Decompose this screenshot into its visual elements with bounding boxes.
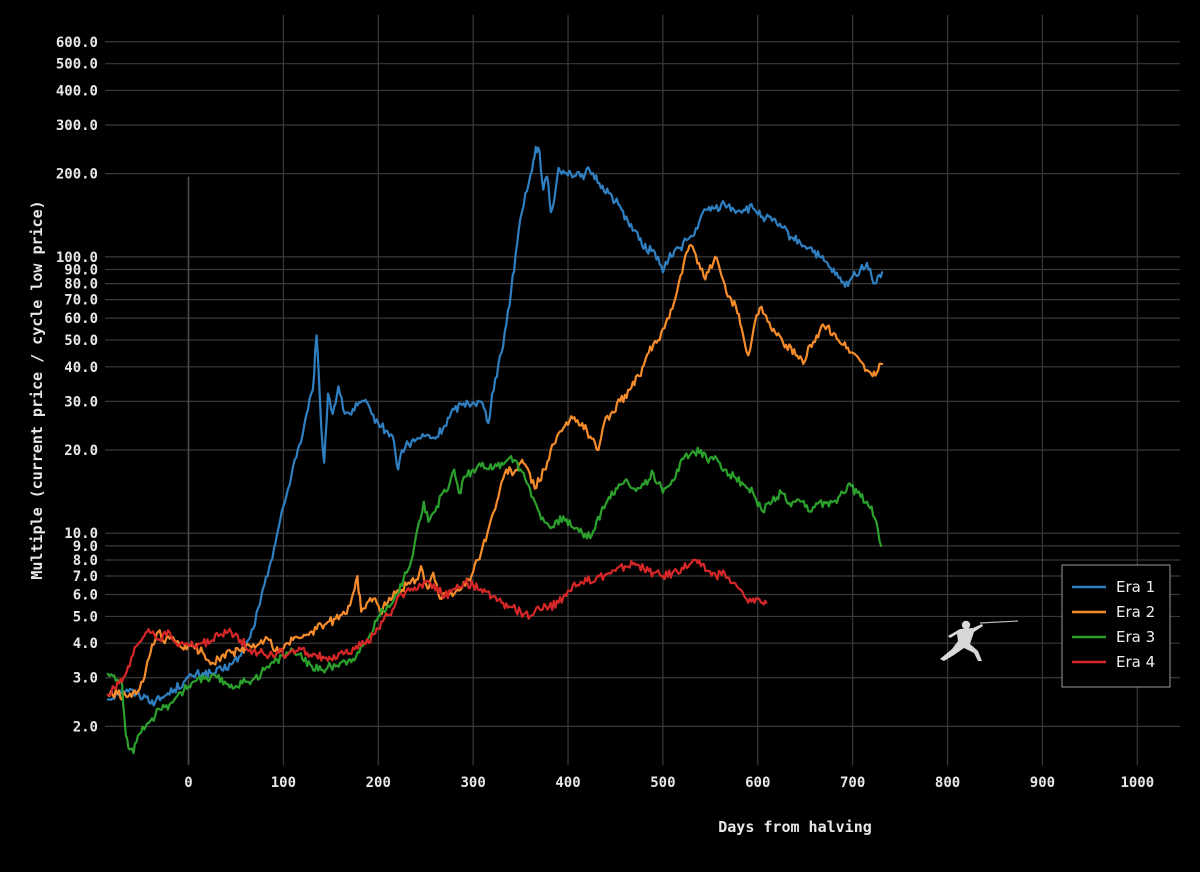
legend-entry[interactable]: Era 2	[1116, 603, 1155, 621]
x-tick-label: 700	[840, 775, 865, 791]
legend-entry[interactable]: Era 3	[1116, 628, 1155, 646]
y-tick-label: 6.0	[73, 588, 98, 604]
y-tick-label: 100.0	[56, 250, 98, 266]
x-tick-label: 0	[184, 775, 192, 791]
x-tick-label: 800	[935, 775, 960, 791]
legend-entry[interactable]: Era 4	[1116, 653, 1155, 671]
x-tick-label: 300	[460, 775, 485, 791]
series-line-2	[106, 244, 884, 701]
y-tick-label: 30.0	[64, 394, 98, 410]
x-axis-ticks: 0 100 200 300 400 500 600 700 800 900 1000	[184, 775, 1154, 791]
x-tick-label: 200	[366, 775, 391, 791]
y-tick-label: 7.0	[73, 569, 98, 585]
y-tick-label: 80.0	[64, 277, 98, 293]
y-tick-label: 4.0	[73, 636, 98, 652]
series-layer	[106, 145, 884, 755]
x-tick-label: 400	[555, 775, 580, 791]
y-tick-label: 60.0	[64, 311, 98, 327]
legend-entry[interactable]: Era 1	[1116, 578, 1155, 596]
y-tick-label: 3.0	[73, 671, 98, 687]
y-axis-ticks: 2.0 3.0 4.0 5.0 6.0 7.08.09.010.0 20.0 30.0 40.0…	[56, 35, 98, 736]
x-axis-title: Days from halving	[718, 818, 872, 836]
y-tick-label: 600.0	[56, 35, 98, 51]
y-tick-label: 500.0	[56, 57, 98, 73]
y-tick-label: 9.0	[73, 539, 98, 555]
x-tick-label: 500	[650, 775, 675, 791]
y-axis-title: Multiple (current price / cycle low pric…	[28, 200, 46, 579]
x-tick-label: 600	[745, 775, 770, 791]
x-tick-label: 1000	[1120, 775, 1154, 791]
x-tick-label: 100	[271, 775, 296, 791]
y-tick-label: 40.0	[64, 360, 98, 376]
y-tick-label: 5.0	[73, 609, 98, 625]
x-tick-label: 900	[1030, 775, 1055, 791]
y-tick-label: 70.0	[64, 293, 98, 309]
grid	[105, 15, 1180, 765]
y-tick-label: 200.0	[56, 167, 98, 183]
y-tick-label: 300.0	[56, 118, 98, 134]
legend-box	[1061, 564, 1171, 688]
series-line-1	[106, 145, 884, 707]
fencer-logo-icon	[940, 620, 1019, 661]
series-line-3	[106, 446, 883, 755]
y-tick-label: 2.0	[73, 719, 98, 735]
y-tick-label: 10.0	[64, 526, 98, 542]
series-line-4	[106, 558, 768, 697]
y-tick-label: 8.0	[73, 553, 98, 569]
y-tick-label: 50.0	[64, 333, 98, 349]
y-tick-label: 20.0	[64, 443, 98, 459]
y-tick-label: 400.0	[56, 83, 98, 99]
y-tick-label: 90.0	[64, 262, 98, 278]
legend[interactable]: Era 1 Era 2 Era 3 Era 4	[1061, 564, 1171, 688]
